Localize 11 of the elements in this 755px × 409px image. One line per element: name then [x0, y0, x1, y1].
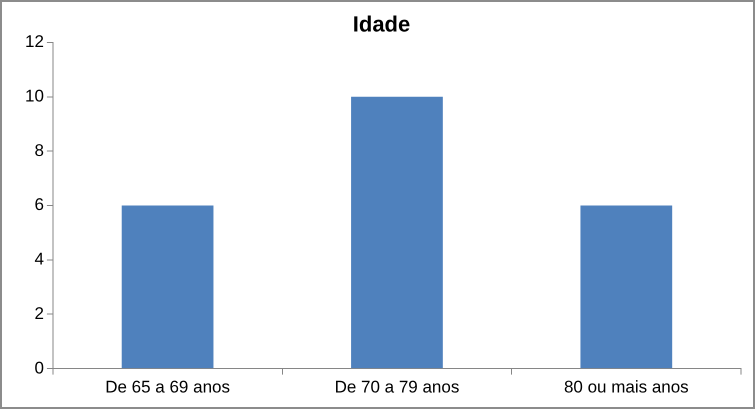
y-tick-label: 2 [34, 304, 44, 323]
y-tick-label: 4 [34, 250, 44, 269]
x-tick-label: De 70 a 79 anos [334, 377, 460, 396]
x-tick-label: 80 ou mais anos [564, 377, 689, 396]
x-tick-label: De 65 a 69 anos [105, 377, 230, 396]
y-tick-label: 12 [24, 32, 44, 52]
y-tick-label: 6 [34, 195, 44, 214]
chart-title: Idade [352, 11, 410, 36]
y-tick-label: 0 [34, 358, 44, 378]
y-tick-label: 8 [34, 140, 44, 160]
y-tick-label: 10 [24, 86, 44, 106]
